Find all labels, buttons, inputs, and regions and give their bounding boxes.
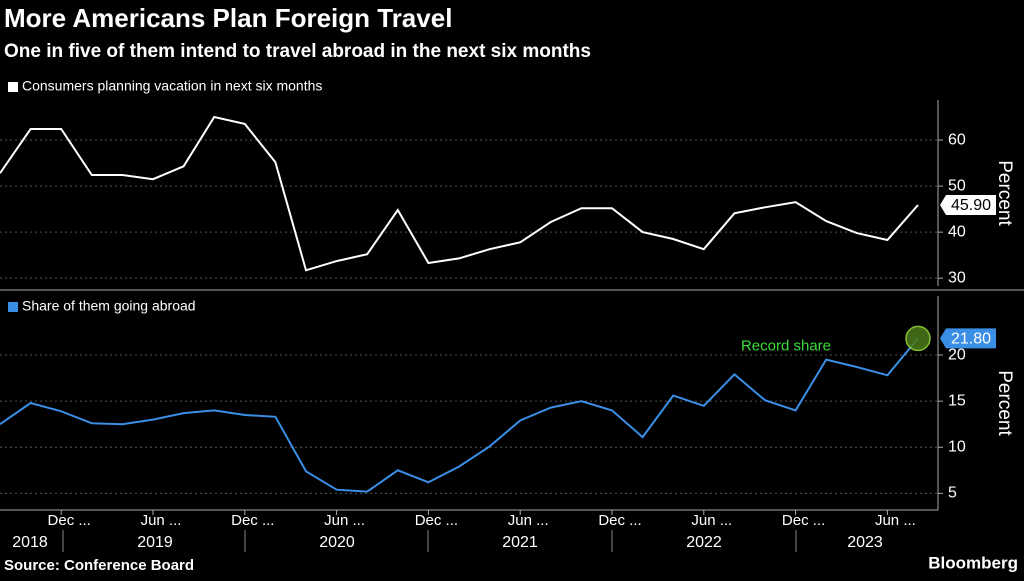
x-tick-label: Jun ... xyxy=(875,512,916,529)
chart-title: More Americans Plan Foreign Travel xyxy=(4,3,452,33)
legend-swatch xyxy=(8,82,18,92)
y-tick-label: 30 xyxy=(948,269,966,286)
x-tick-label: Jun ... xyxy=(324,512,365,529)
value-label-box xyxy=(940,328,996,349)
y-tick-label: 60 xyxy=(948,131,966,148)
x-tick-label: Jun ... xyxy=(508,512,549,529)
year-label: 2023 xyxy=(847,534,883,551)
legend-label: Consumers planning vacation in next six … xyxy=(22,78,322,94)
value-label: 21.80 xyxy=(951,331,991,348)
y-axis-label: Percent xyxy=(994,370,1015,436)
chart-subtitle: One in five of them intend to travel abr… xyxy=(4,41,591,62)
year-label: 2022 xyxy=(686,534,722,551)
x-tick-label: Jun ... xyxy=(691,512,732,529)
y-tick-label: 40 xyxy=(948,223,966,240)
y-tick-label: 20 xyxy=(948,346,966,363)
brand: Bloomberg xyxy=(928,553,1018,572)
x-tick-label: Dec ... xyxy=(598,512,641,529)
value-label-box xyxy=(940,194,996,215)
value-label: 45.90 xyxy=(951,197,991,214)
x-tick-label: Jun ... xyxy=(141,512,182,529)
y-tick-label: 10 xyxy=(948,438,966,455)
series-line xyxy=(0,115,919,272)
year-label: 2020 xyxy=(319,534,355,551)
x-tick-label: Dec ... xyxy=(231,512,274,529)
series-line xyxy=(0,337,919,493)
annotation: Record share xyxy=(741,337,831,354)
y-axis-label: Percent xyxy=(994,160,1015,226)
x-tick-label: Dec ... xyxy=(48,512,91,529)
year-label: 2019 xyxy=(137,534,173,551)
year-label: 2021 xyxy=(502,534,538,551)
highlight-circle xyxy=(905,325,931,352)
x-tick-label: Dec ... xyxy=(782,512,825,529)
y-tick-label: 50 xyxy=(948,177,966,194)
y-tick-label: 5 xyxy=(948,485,957,502)
y-tick-label: 15 xyxy=(948,392,966,409)
legend-label: Share of them going abroad xyxy=(22,298,196,314)
x-tick-label: Dec ... xyxy=(415,512,458,529)
source: Source: Conference Board xyxy=(4,557,194,574)
year-label: 2018 xyxy=(12,534,48,551)
legend-swatch xyxy=(8,302,18,312)
